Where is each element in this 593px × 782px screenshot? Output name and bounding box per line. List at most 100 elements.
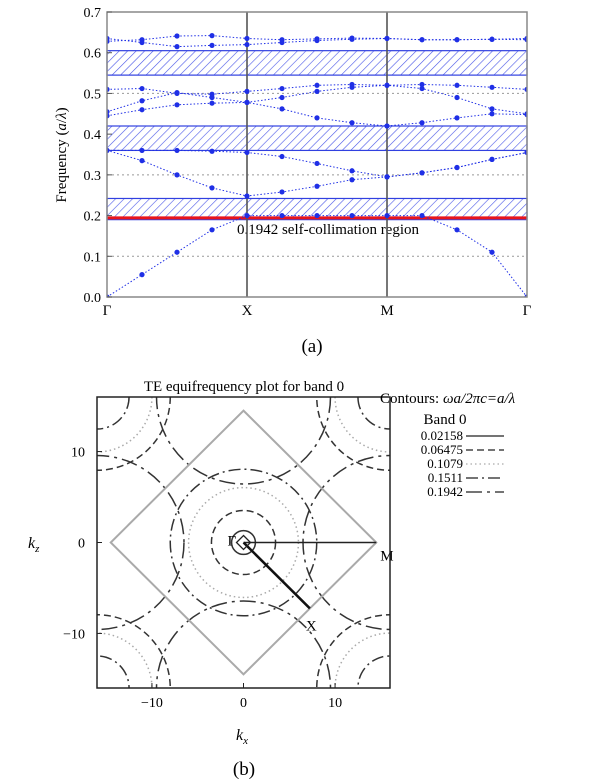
band-gap: [106, 125, 528, 152]
y-tick-label: 0.7: [84, 6, 102, 21]
data-point: [489, 84, 495, 90]
data-point: [209, 33, 215, 39]
legend-entry: 0.06475: [421, 442, 504, 457]
data-point: [279, 212, 285, 219]
data-point: [419, 85, 425, 92]
x-tick-label: Γ: [523, 303, 532, 319]
x-tick-label: −10: [141, 696, 163, 711]
x-tick-label: X: [242, 303, 253, 319]
data-point: [139, 107, 145, 113]
data-point: [279, 85, 285, 92]
y-axis-ticks: 0.0 0.1 0.2 0.3 0.4 0.5 0.6 0.7: [84, 6, 112, 306]
data-point: [314, 183, 320, 189]
data-point: [419, 81, 425, 88]
data-point: [454, 227, 460, 233]
data-point: [419, 37, 425, 43]
gamma-marker: [235, 534, 252, 551]
legend-header: Contours: ωa/2πc=a/λ: [380, 391, 516, 407]
legend-entry-label: 0.1942: [427, 484, 463, 499]
data-point: [279, 189, 285, 195]
data-point: [139, 39, 145, 46]
data-point: [384, 35, 390, 42]
x-axis-ticks: −10 0 10: [141, 683, 342, 711]
data-point: [349, 120, 355, 126]
legend-entry-label: 0.1079: [427, 456, 463, 471]
data-point: [279, 94, 285, 101]
data-point: [279, 106, 285, 112]
series-0: [107, 212, 527, 297]
data-point: [454, 94, 460, 101]
data-point: [454, 164, 460, 171]
series-2: [107, 147, 527, 180]
data-point: [489, 36, 495, 42]
data-point: [454, 115, 460, 121]
equifrequency-panel: TE equifrequency plot for band 0 Γ M X 10 0…: [28, 379, 516, 780]
data-point: [244, 88, 250, 94]
x-tick-label: 10: [328, 696, 342, 711]
y-tick-label: 0: [78, 537, 85, 552]
data-point: [139, 85, 145, 92]
y-tick-label: 0.6: [84, 47, 102, 62]
band-gap-regions: [106, 50, 528, 221]
data-point: [314, 88, 320, 94]
data-point: [489, 156, 495, 162]
symmetry-point-label: M: [380, 549, 393, 565]
series-5: [107, 81, 527, 97]
data-point: [174, 147, 180, 154]
data-point: [349, 177, 355, 183]
data-point: [349, 212, 355, 219]
brillouin-zone: [109, 409, 378, 676]
data-point: [244, 193, 250, 199]
y-tick-label: 0.3: [84, 169, 102, 184]
data-point: [349, 81, 355, 88]
series-7: [107, 35, 527, 50]
data-point: [419, 212, 425, 219]
contour-line: [97, 454, 185, 631]
band-diagram-panel: 0.1942 self-collimation region 0.0 0.1 0.2…: [54, 6, 532, 357]
series-line: [107, 149, 527, 197]
data-point: [279, 39, 285, 46]
data-point: [384, 174, 390, 180]
data-point: [139, 158, 145, 164]
data-point: [174, 172, 180, 178]
data-point: [314, 82, 320, 88]
data-point: [244, 99, 250, 105]
data-point: [174, 249, 180, 255]
data-point: [314, 212, 320, 219]
data-point: [419, 170, 425, 176]
band-gap: [106, 50, 528, 76]
y-tick-label: 10: [71, 446, 85, 461]
contour-line: [155, 600, 332, 688]
data-point: [209, 91, 215, 97]
data-point: [489, 249, 495, 255]
x-tick-label: M: [380, 303, 393, 319]
data-point: [454, 82, 460, 88]
data-point: [244, 41, 250, 48]
data-point: [139, 272, 145, 278]
x-axis-label: kx: [236, 727, 248, 747]
data-point: [174, 90, 180, 97]
symmetry-point-label: X: [306, 618, 317, 634]
x-tick-label: Γ: [103, 303, 112, 319]
data-point: [384, 123, 390, 129]
y-tick-label: 0.5: [84, 87, 102, 102]
data-point: [454, 37, 460, 43]
data-point: [174, 33, 180, 39]
legend-entry: 0.1079: [427, 456, 504, 471]
legend-entry-label: 0.1511: [428, 470, 463, 485]
series-line: [107, 101, 527, 127]
y-tick-label: 0.0: [84, 291, 102, 306]
legend-entry: 0.1511: [428, 470, 504, 485]
band-series: [107, 33, 527, 297]
gamma-x-path: [242, 541, 311, 610]
data-point: [279, 153, 285, 160]
data-point: [209, 185, 215, 191]
self-collimation-label: 0.1942 self-collimation region: [237, 222, 420, 238]
series-1: [107, 147, 527, 199]
legend-band-label: Band 0: [424, 412, 467, 428]
data-point: [209, 100, 215, 106]
y-tick-label: 0.2: [84, 210, 102, 225]
chart-title: TE equifrequency plot for band 0: [144, 379, 344, 395]
